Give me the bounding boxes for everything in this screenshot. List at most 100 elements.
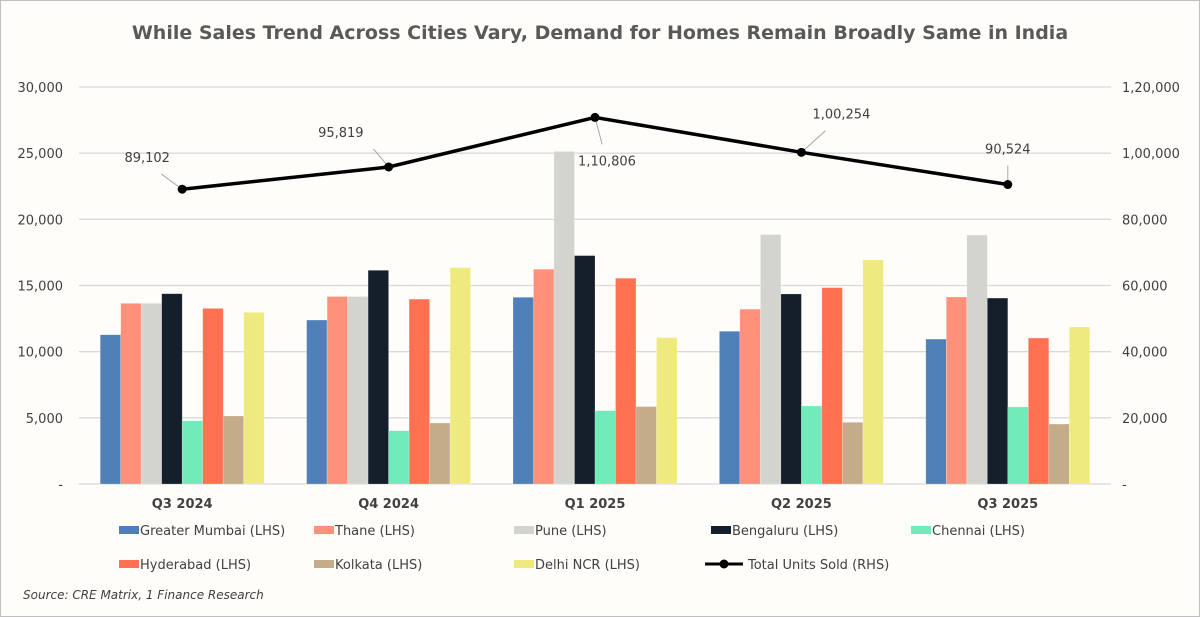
left-axis-tick: 20,000 — [18, 213, 64, 228]
right-axis-tick: 20,000 — [1122, 412, 1168, 427]
bar-hyderabad — [615, 277, 637, 485]
line-marker — [384, 162, 394, 172]
right-axis-tick: 60,000 — [1122, 280, 1168, 295]
legend-item: Kolkata (LHS) — [314, 558, 422, 573]
bar-bengaluru — [986, 297, 1009, 485]
bar-kolkata — [635, 406, 657, 485]
bar-bengaluru — [780, 293, 802, 485]
legend-item: Greater Mumbai (LHS) — [119, 524, 285, 539]
label-leader-line — [594, 117, 603, 145]
legend-marker — [719, 559, 729, 569]
legend-item: Total Units Sold (RHS) — [705, 558, 889, 573]
category-label: Q4 2024 — [358, 497, 419, 512]
bar-thane — [739, 308, 761, 485]
bar-delhi-ncr — [656, 337, 678, 485]
left-axis-tick: 5,000 — [26, 412, 63, 427]
bar-greater-mumbai — [306, 319, 328, 485]
label-leader-line — [801, 130, 826, 153]
bar-pune — [966, 234, 988, 485]
legend-label: Bengaluru (LHS) — [732, 524, 838, 539]
right-axis-tick: 1,00,000 — [1122, 147, 1180, 162]
left-axis-tick: 25,000 — [18, 147, 64, 162]
bar-thane — [120, 303, 142, 485]
bar-thane — [945, 296, 968, 485]
bar-pune — [760, 234, 782, 485]
legend-swatch — [314, 560, 334, 568]
bar-kolkata — [429, 422, 451, 485]
legend-swatch — [514, 526, 534, 534]
category-label: Q3 2024 — [152, 497, 213, 512]
left-axis-tick: 10,000 — [18, 346, 64, 361]
bar-pune — [140, 303, 162, 485]
legend-swatch — [314, 526, 334, 534]
chart-title: While Sales Trend Across Cities Vary, De… — [132, 22, 1068, 44]
bar-bengaluru — [161, 293, 183, 485]
line-data-label: 95,819 — [318, 126, 364, 141]
line-marker — [1003, 180, 1013, 190]
source-note: Source: CRE Matrix, 1 Finance Research — [23, 588, 264, 602]
line-data-label: 1,10,806 — [578, 154, 636, 169]
line-data-label: 90,524 — [985, 143, 1031, 158]
bar-greater-mumbai — [512, 296, 534, 485]
legend-item: Delhi NCR (LHS) — [514, 558, 640, 573]
left-axis-tick: 15,000 — [18, 280, 64, 295]
bar-chennai — [801, 405, 823, 485]
legend-label: Pune (LHS) — [535, 524, 607, 539]
bar-greater-mumbai — [99, 334, 121, 485]
legend-label: Hyderabad (LHS) — [140, 558, 251, 573]
legend-label: Chennai (LHS) — [932, 524, 1025, 539]
legend-label: Kolkata (LHS) — [335, 558, 422, 573]
legend-label: Greater Mumbai (LHS) — [140, 524, 285, 539]
legend-swatch — [119, 526, 139, 534]
bar-bengaluru — [574, 255, 596, 485]
bar-kolkata — [842, 422, 864, 485]
legend-item: Hyderabad (LHS) — [119, 558, 251, 573]
bar-pune — [553, 151, 575, 485]
bar-thane — [326, 296, 348, 485]
bar-delhi-ncr — [862, 259, 884, 485]
legend-label: Delhi NCR (LHS) — [535, 558, 640, 573]
line-data-label: 89,102 — [124, 151, 170, 166]
category-label: Q3 2025 — [977, 497, 1038, 512]
legend-swatch — [514, 560, 534, 568]
legend-swatch — [711, 526, 731, 534]
bar-hyderabad — [821, 287, 843, 485]
category-label: Q2 2025 — [771, 497, 832, 512]
legend-item: Chennai (LHS) — [911, 524, 1025, 539]
line-marker — [796, 147, 806, 157]
legend-label: Thane (LHS) — [334, 524, 415, 539]
line-marker — [590, 112, 600, 122]
legend-label: Total Units Sold (RHS) — [747, 558, 889, 573]
bar-kolkata — [1048, 423, 1070, 485]
legend-item: Pune (LHS) — [514, 524, 607, 539]
right-axis-tick: 40,000 — [1122, 346, 1168, 361]
bar-pune — [347, 296, 369, 485]
bar-thane — [533, 268, 555, 485]
bar-chennai — [388, 430, 410, 485]
bar-chennai — [1007, 406, 1029, 485]
left-axis-tick: - — [58, 478, 63, 493]
bar-greater-mumbai — [925, 338, 947, 485]
category-label: Q1 2025 — [565, 497, 626, 512]
bar-bengaluru — [367, 269, 389, 485]
bar-delhi-ncr — [449, 267, 471, 485]
bar-kolkata — [222, 415, 244, 485]
right-axis-tick: - — [1122, 478, 1127, 493]
legend-swatch — [911, 526, 931, 534]
legend-item: Thane (LHS) — [314, 524, 415, 539]
bar-hyderabad — [1028, 337, 1050, 485]
bar-delhi-ncr — [243, 312, 265, 485]
bar-greater-mumbai — [719, 330, 741, 485]
right-axis-tick: 1,20,000 — [1122, 81, 1180, 96]
bar-hyderabad — [408, 298, 430, 485]
bar-hyderabad — [202, 308, 224, 485]
right-axis-tick: 80,000 — [1122, 213, 1168, 228]
legend-item: Bengaluru (LHS) — [711, 524, 838, 539]
line-data-label: 1,00,254 — [812, 107, 870, 122]
bar-chennai — [181, 420, 203, 485]
bar-chennai — [594, 410, 616, 485]
legend-swatch — [119, 560, 139, 568]
left-axis-tick: 30,000 — [18, 81, 64, 96]
